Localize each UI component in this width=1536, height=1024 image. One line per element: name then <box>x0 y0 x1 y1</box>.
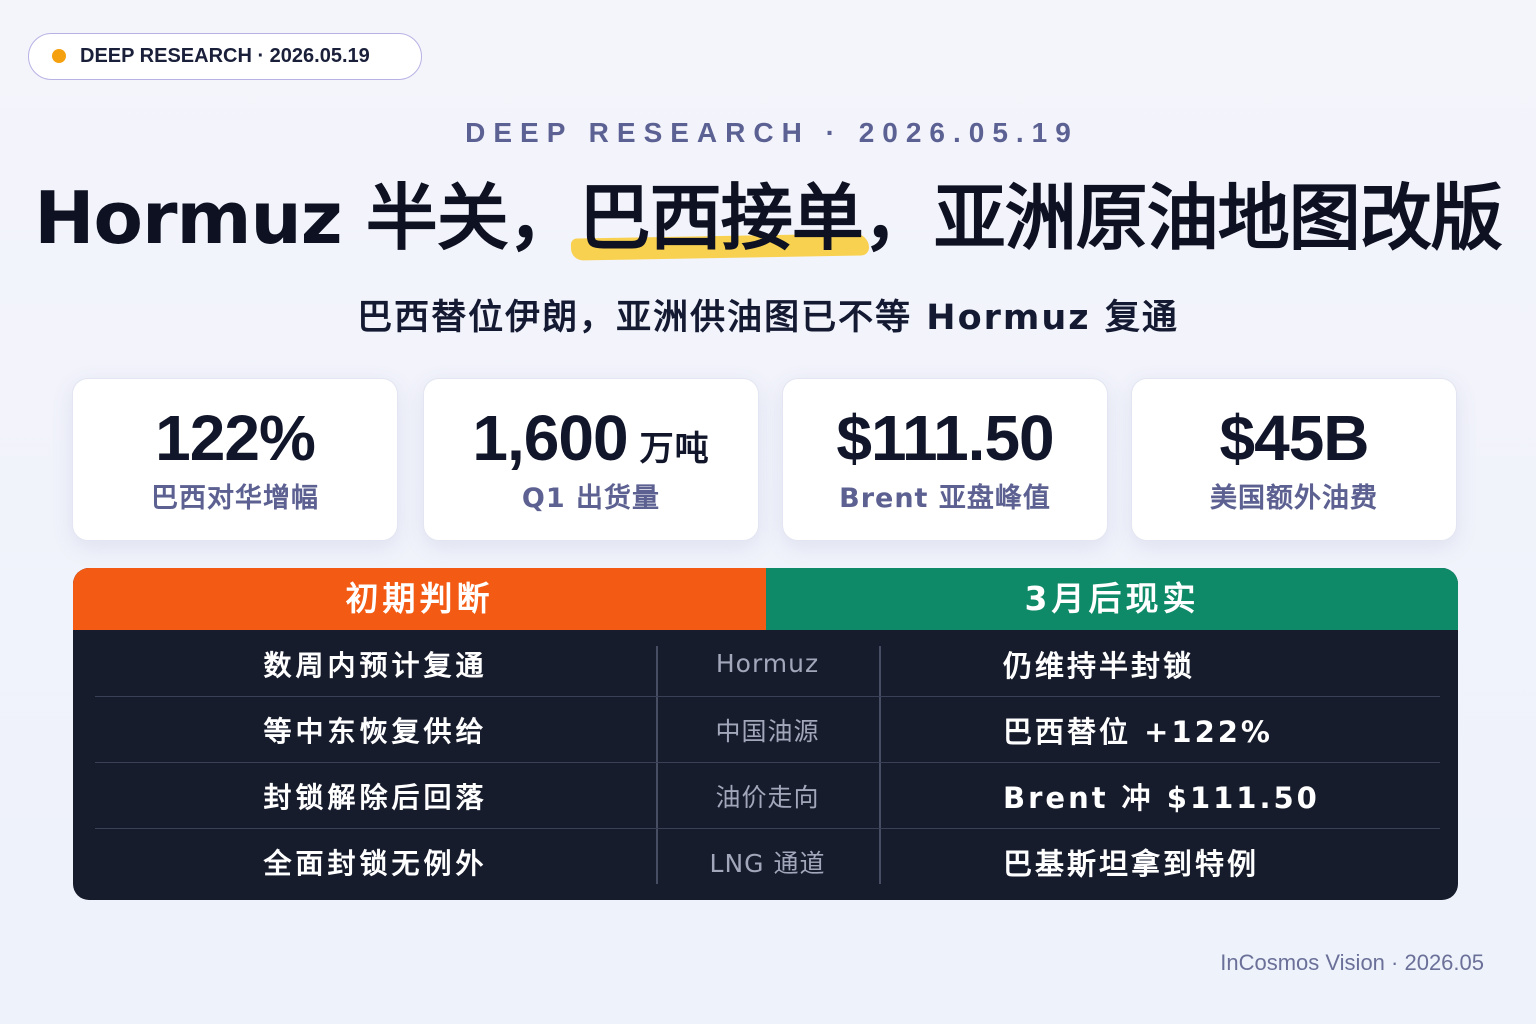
badge-label: DEEP RESEARCH · 2026.05.19 <box>80 45 370 67</box>
cell-reality: 巴基斯坦拿到特例 <box>1003 847 1260 881</box>
stat-value: 122% <box>155 402 316 474</box>
stat-unit: 万吨 <box>639 429 710 469</box>
stat-card-q1-shipments: 1,600 万吨 Q1 出货量 <box>423 378 759 541</box>
comparison-table: 初期判断 3月后现实 数周内预计复通 Hormuz 仍维持半封锁 等中东恢复供给… <box>73 568 1458 900</box>
stat-label: 美国额外油费 <box>1210 483 1378 514</box>
cell-initial: 封锁解除后回落 <box>263 780 488 814</box>
footer-credit: InCosmos Vision · 2026.05 <box>1220 950 1484 975</box>
column-divider <box>879 646 881 884</box>
stat-card-us-oil-cost: $45B 美国额外油费 <box>1131 378 1457 541</box>
table-row: 等中东恢复供给 中国油源 巴西替位 +122% <box>95 697 1440 763</box>
stat-value: 1,600 万吨 <box>424 401 758 486</box>
cell-topic: Hormuz <box>715 649 820 678</box>
research-badge: DEEP RESEARCH · 2026.05.19 <box>28 33 422 80</box>
column-divider <box>656 646 658 884</box>
title-part-before: Hormuz 半关， <box>34 176 579 260</box>
cell-initial: 数周内预计复通 <box>263 648 488 682</box>
stat-number: 1,600 <box>472 402 628 474</box>
status-dot-icon <box>52 49 66 63</box>
table-row: 封锁解除后回落 油价走向 Brent 冲 $111.50 <box>95 763 1440 829</box>
comparison-body: 数周内预计复通 Hormuz 仍维持半封锁 等中东恢复供给 中国油源 巴西替位 … <box>73 630 1458 900</box>
header-reality-after-3-months: 3月后现实 <box>766 568 1458 630</box>
table-row: 数周内预计复通 Hormuz 仍维持半封锁 <box>95 631 1440 697</box>
stat-card-brent-peak: $111.50 Brent 亚盘峰值 <box>782 378 1108 541</box>
cell-topic: 油价走向 <box>715 782 820 812</box>
cell-reality: 巴西替位 +122% <box>1003 714 1273 749</box>
stat-label: 巴西对华增幅 <box>151 483 319 514</box>
cell-topic: LNG 通道 <box>709 849 826 878</box>
stat-label: Q1 出货量 <box>521 483 661 514</box>
cell-initial: 全面封锁无例外 <box>263 847 488 880</box>
stat-label: Brent 亚盘峰值 <box>839 483 1051 514</box>
header-initial-judgment: 初期判断 <box>73 568 766 630</box>
stat-value: $111.50 <box>836 402 1054 474</box>
stat-card-brazil-growth: 122% 巴西对华增幅 <box>72 378 398 541</box>
comparison-header: 初期判断 3月后现实 <box>73 568 1458 630</box>
cell-initial: 等中东恢复供给 <box>263 714 488 748</box>
title-highlight: 巴西接单 <box>579 168 864 268</box>
cell-reality: Brent 冲 $111.50 <box>1003 780 1320 815</box>
comparison-rows: 数周内预计复通 Hormuz 仍维持半封锁 等中东恢复供给 中国油源 巴西替位 … <box>95 631 1440 895</box>
title-part-after: ，亚洲原油地图改版 <box>862 176 1503 260</box>
stat-value: $45B <box>1219 402 1370 474</box>
cell-topic: 中国油源 <box>715 716 820 746</box>
table-row: 全面封锁无例外 LNG 通道 巴基斯坦拿到特例 <box>95 829 1440 895</box>
cell-reality: 仍维持半封锁 <box>1003 648 1196 683</box>
page-title: Hormuz 半关，巴西接单，亚洲原油地图改版 <box>0 168 1536 268</box>
page-subtitle: 巴西替位伊朗，亚洲供油图已不等 Hormuz 复通 <box>357 298 1179 338</box>
kicker: DEEP RESEARCH · 2026.05.19 <box>465 117 1079 148</box>
